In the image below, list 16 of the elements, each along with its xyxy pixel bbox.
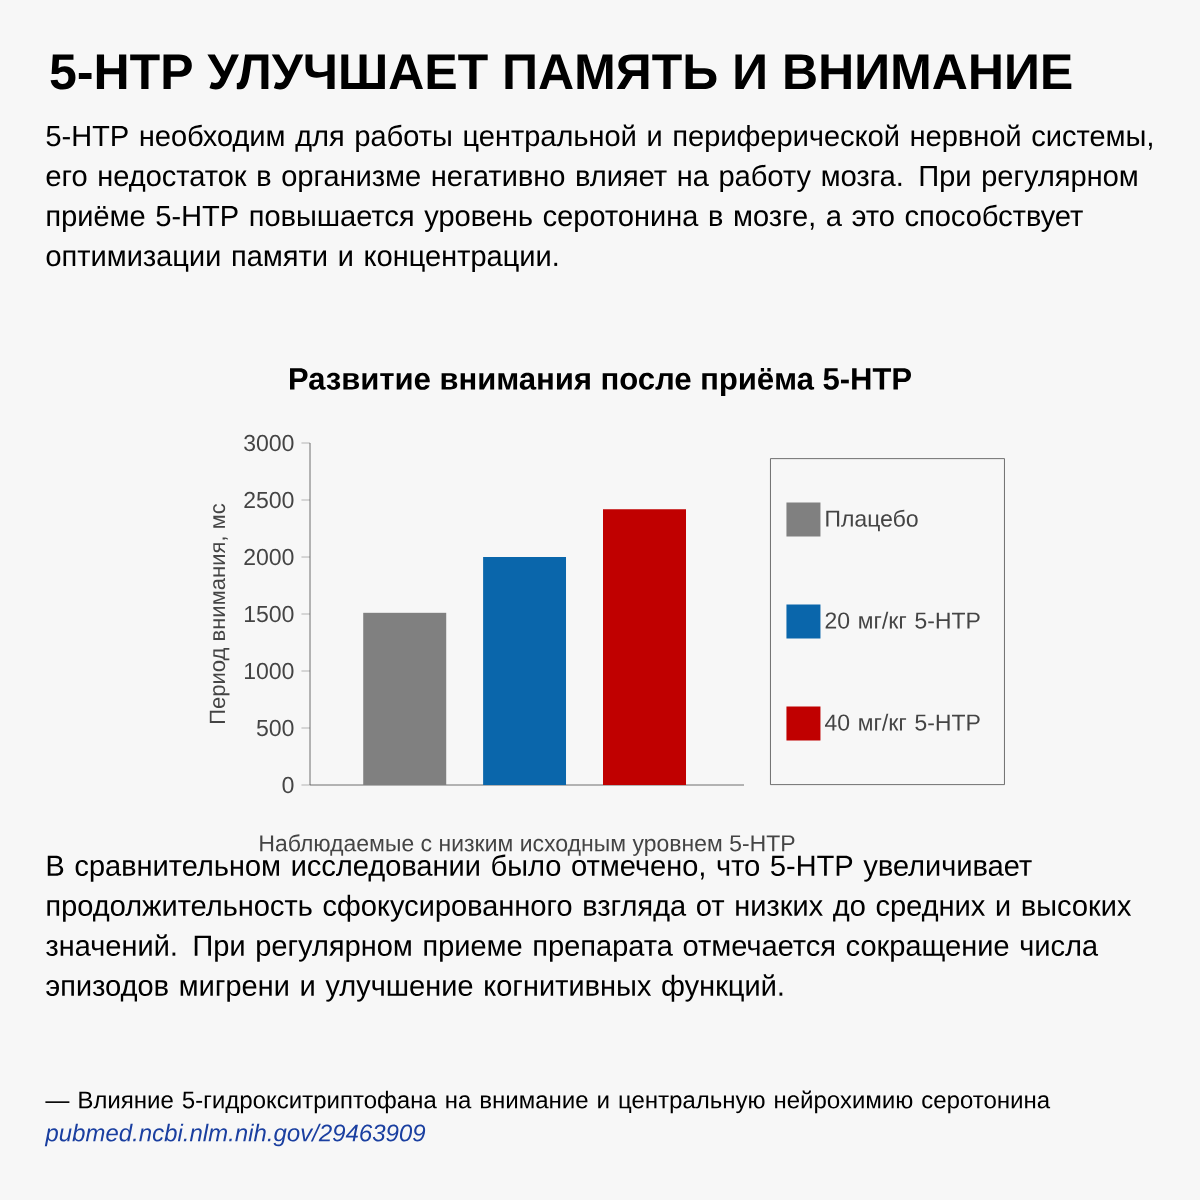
y-tick-label: 3000: [244, 434, 294, 452]
y-tick-label: 1000: [244, 662, 294, 680]
y-tick-label: 2500: [244, 491, 294, 509]
y-axis-title: Период внимания, мс: [209, 503, 230, 723]
text: 5-HTP необходим для работы центральной и периферической нервной системы, его недостаток в организме негативно влияет на работу мозга. При регулярном приёме 5-HTP повышается уровень серотонина в мозге, а это способствует оптимизации памяти и концентрации.: [46, 124, 1152, 272]
chart-subtitle: Развитие внимания после приёма 5-HTP: [290, 368, 911, 396]
y-tick-label: 0: [282, 776, 294, 794]
chart-title: 5-HTP УЛУЧШАЕТ ПАМЯТЬ И ВНИМАНИЕ: [50, 54, 1072, 90]
text: pubmed.ncbi.nlm.nih.gov/29463909: [44, 1123, 426, 1147]
legend-label: 40 мг/кг 5-HTP: [824, 713, 980, 731]
legend-label: 20 мг/кг 5-HTP: [825, 611, 980, 629]
y-tick-label: 2000: [244, 548, 294, 566]
text: — Влияние 5-гидрокситриптофана на внимание и центральную нейрохимию серотонина: [45, 1090, 1051, 1114]
y-tick-label: 1500: [244, 605, 294, 623]
legend-label: Плацебо: [826, 509, 918, 532]
y-tick-label: 500: [256, 719, 294, 737]
